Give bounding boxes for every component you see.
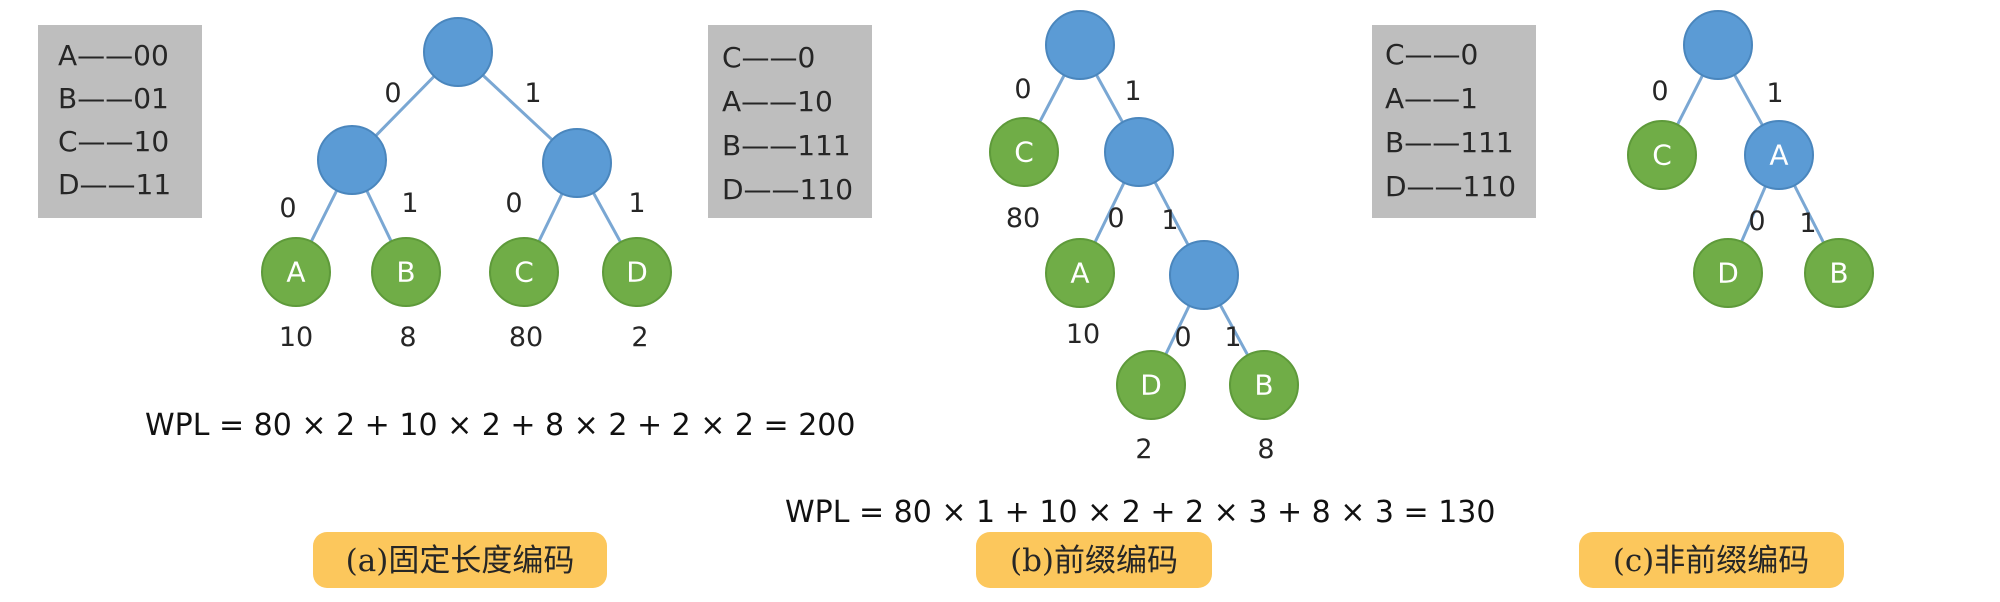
panel-b-leaf-d-label: D xyxy=(1140,369,1162,402)
panel-a-bit-l-right: 1 xyxy=(401,188,418,219)
panel-c-leaf-d xyxy=(1693,238,1763,308)
panel-a-leaf-d-label: D xyxy=(626,256,648,289)
panel-a-wpl-formula: WPL = 80 × 2 + 10 × 2 + 8 × 2 + 2 × 2 = … xyxy=(145,408,855,443)
panel-b-caption-bg xyxy=(976,532,1212,588)
panel-a-leaf-d xyxy=(602,237,672,307)
panel-a-weight-d: 2 xyxy=(631,322,648,353)
panel-a-leaf-b xyxy=(371,237,441,307)
panel-a-bit-root-left: 0 xyxy=(384,78,401,109)
panel-b-code-1: C——0 xyxy=(722,41,815,74)
panel-b-leaf-d xyxy=(1116,350,1186,420)
panel-b-node-1 xyxy=(1104,117,1174,187)
panel-c-code-3: B——111 xyxy=(1385,126,1514,159)
panel-b-code-3: B——111 xyxy=(722,129,851,162)
panel-b-weight-b: 8 xyxy=(1257,434,1274,465)
panel-c-leaf-b xyxy=(1804,238,1874,308)
panel-b-weight-a: 10 xyxy=(1066,319,1100,350)
panel-c-caption-bg xyxy=(1579,532,1844,588)
panel-b-bit-root-right: 1 xyxy=(1124,76,1141,107)
panel-a-weight-c: 80 xyxy=(509,322,543,353)
panel-a-weight-b: 8 xyxy=(399,322,416,353)
panel-b-leaf-c xyxy=(989,117,1059,187)
panel-c-leaf-c-label: C xyxy=(1652,139,1672,172)
panel-c-code-4: D——110 xyxy=(1385,170,1516,203)
panel-a-weight-a: 10 xyxy=(279,322,313,353)
panel-b-code-table: C——0 A——10 B——111 D——110 xyxy=(708,25,872,218)
panel-a-code-3: C——10 xyxy=(58,125,169,158)
panel-c-caption-text: (c)非前缀编码 xyxy=(1613,543,1810,579)
panel-a-bit-r-left: 0 xyxy=(505,188,522,219)
panel-b-leaf-c-label: C xyxy=(1014,136,1034,169)
panel-b-bit-n1-right: 1 xyxy=(1161,205,1178,236)
panel-a-caption: (a)固定长度编码 xyxy=(313,532,607,588)
panel-b-wpl-formula: WPL = 80 × 1 + 10 × 2 + 2 × 3 + 8 × 3 = … xyxy=(785,495,1495,530)
panel-a-left-node xyxy=(317,125,387,195)
panel-c-node-a-label: A xyxy=(1769,139,1788,172)
panel-c-caption: (c)非前缀编码 xyxy=(1579,532,1844,588)
panel-c-leaf-c xyxy=(1627,120,1697,190)
panel-b-node-2 xyxy=(1169,240,1239,310)
panel-b-weight-d: 2 xyxy=(1135,434,1152,465)
panel-b-leaf-b xyxy=(1229,350,1299,420)
panel-a-caption-bg xyxy=(313,532,607,588)
panel-a-bit-root-right: 1 xyxy=(524,78,541,109)
panel-a-leaf-b-label: B xyxy=(396,256,415,289)
panel-c-bit-a-right: 1 xyxy=(1799,208,1816,239)
panel-a-right-node xyxy=(542,128,612,198)
panel-b-root-node xyxy=(1045,10,1115,80)
panel-a-code-table: A——00 B——01 C——10 D——11 xyxy=(38,25,202,218)
panel-a-tree: A B C D 0 1 0 1 0 1 10 8 80 2 xyxy=(261,17,672,353)
panel-b-bit-n1-left: 0 xyxy=(1107,203,1124,234)
panel-c-bit-a-left: 0 xyxy=(1748,206,1765,237)
panel-a-leaf-a-label: A xyxy=(286,256,305,289)
panel-c-code-1: C——0 xyxy=(1385,38,1478,71)
panel-a-bit-l-left: 0 xyxy=(279,193,296,224)
panel-b-bit-n2-left: 0 xyxy=(1174,322,1191,353)
panel-b-caption-text: (b)前缀编码 xyxy=(1010,543,1178,579)
panel-c-root-node xyxy=(1683,10,1753,80)
panel-a-code-2: B——01 xyxy=(58,82,169,115)
panel-a-leaf-c xyxy=(489,237,559,307)
panel-b-tree: C A D B 0 1 0 1 0 1 80 10 2 8 xyxy=(989,10,1299,465)
panel-b-caption: (b)前缀编码 xyxy=(976,532,1212,588)
panel-b-code-4: D——110 xyxy=(722,173,853,206)
panel-b-code-box xyxy=(708,25,872,218)
panel-c-bit-root-right: 1 xyxy=(1766,78,1783,109)
panel-b-weight-c: 80 xyxy=(1006,203,1040,234)
panel-a-leaf-c-label: C xyxy=(514,256,534,289)
panel-c-leaf-b-label: B xyxy=(1829,257,1848,290)
panel-c-bit-root-left: 0 xyxy=(1651,76,1668,107)
panel-a-leaf-a xyxy=(261,237,331,307)
panel-a-caption-text: (a)固定长度编码 xyxy=(346,543,575,579)
panel-b-bit-root-left: 0 xyxy=(1014,74,1031,105)
panel-c-code-2: A——1 xyxy=(1385,82,1478,115)
panel-c-tree: A C D B 0 1 0 1 xyxy=(1627,10,1874,308)
panel-c-node-a xyxy=(1744,120,1814,190)
panel-a-bit-r-right: 1 xyxy=(628,188,645,219)
panel-b-leaf-a xyxy=(1045,238,1115,308)
panel-a-root-node xyxy=(423,17,493,87)
panel-b-code-2: A——10 xyxy=(722,85,833,118)
panel-a-code-4: D——11 xyxy=(58,168,171,201)
panel-a-code-box xyxy=(38,25,202,218)
panel-c-leaf-d-label: D xyxy=(1717,257,1739,290)
panel-b-leaf-b-label: B xyxy=(1254,369,1273,402)
panel-c-code-table: C——0 A——1 B——111 D——110 xyxy=(1372,25,1536,218)
panel-a-code-1: A——00 xyxy=(58,39,169,72)
panel-c-code-box xyxy=(1372,25,1536,218)
panel-b-leaf-a-label: A xyxy=(1070,257,1089,290)
panel-b-bit-n2-right: 1 xyxy=(1224,322,1241,353)
